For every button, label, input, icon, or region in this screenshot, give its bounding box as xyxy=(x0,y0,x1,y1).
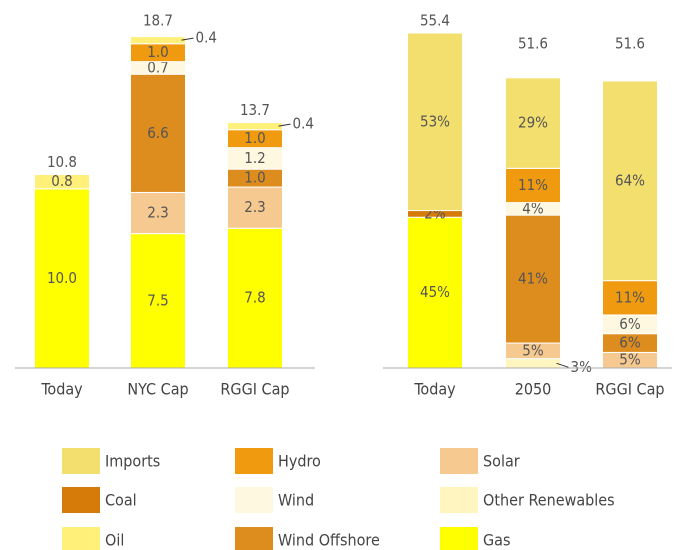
bar-segment xyxy=(602,280,658,316)
bar-segment xyxy=(130,73,186,193)
data-label: 1.0 xyxy=(244,129,265,147)
data-label: 6.6 xyxy=(147,124,168,142)
total-label: 10.8 xyxy=(47,153,77,171)
bar-segment xyxy=(505,214,561,344)
legend-swatch xyxy=(440,487,478,513)
legend-swatch xyxy=(62,487,100,513)
bar-segment xyxy=(34,174,90,190)
bar-segment xyxy=(505,167,561,204)
legend-label: Hydro xyxy=(278,452,321,471)
legend-label: Oil xyxy=(105,531,124,550)
data-label: 0.7 xyxy=(147,58,168,76)
data-label: 1.0 xyxy=(147,43,168,61)
callout-line xyxy=(181,37,194,41)
data-label: 0.4 xyxy=(293,115,314,133)
callout-line xyxy=(556,362,569,368)
legend-swatch xyxy=(62,448,100,474)
legend-label: Other Renewables xyxy=(483,491,615,510)
bar-segment xyxy=(602,80,658,282)
legend-swatch xyxy=(235,527,273,550)
data-label: 7.5 xyxy=(147,291,168,309)
legend-label: Wind Offshore xyxy=(278,531,380,550)
total-label: 18.7 xyxy=(143,12,173,30)
data-label: 45% xyxy=(420,283,450,301)
total-label: 55.4 xyxy=(420,12,450,30)
bar-segment xyxy=(130,36,186,45)
legend-swatch xyxy=(235,448,273,474)
bar-segment xyxy=(227,122,283,131)
legend-label: Coal xyxy=(105,491,137,510)
data-label: 41% xyxy=(518,270,548,288)
callout-line xyxy=(278,123,291,127)
x-tick-label: 2050 xyxy=(515,380,552,399)
data-label: 10.0 xyxy=(47,269,77,287)
data-label: 6% xyxy=(619,334,641,352)
data-label: 3% xyxy=(571,358,593,376)
bar-segment xyxy=(505,77,561,169)
data-label: 11% xyxy=(518,176,548,194)
x-tick-label: Today xyxy=(40,380,83,399)
data-label: 2.3 xyxy=(147,204,168,222)
legend-swatch xyxy=(440,448,478,474)
data-label: 1.2 xyxy=(244,149,265,167)
data-label: 29% xyxy=(518,114,548,132)
total-label: 51.6 xyxy=(518,34,548,52)
bar-segment xyxy=(227,186,283,229)
legend-swatch xyxy=(440,527,478,550)
legend-label: Wind xyxy=(278,491,314,510)
data-label: 1.0 xyxy=(244,169,265,187)
data-label: 0.8 xyxy=(51,172,72,190)
total-label: 51.6 xyxy=(615,34,645,52)
data-label: 11% xyxy=(615,288,645,306)
legend-label: Solar xyxy=(483,452,520,471)
data-label: 6% xyxy=(619,315,641,333)
x-tick-label: RGGI Cap xyxy=(220,380,289,399)
bar-segment xyxy=(34,188,90,369)
bar-segment xyxy=(130,191,186,235)
bar-segment xyxy=(407,32,463,212)
data-label: 4% xyxy=(522,199,544,217)
legend-swatch xyxy=(62,527,100,550)
data-label: 5% xyxy=(619,351,641,369)
data-label: 53% xyxy=(420,112,450,130)
data-label: 2.3 xyxy=(244,198,265,216)
data-label: 0.4 xyxy=(196,29,217,47)
data-label: 7.8 xyxy=(244,289,265,307)
legend-label: Gas xyxy=(483,531,510,550)
data-label: 64% xyxy=(615,171,645,189)
x-tick-label: Today xyxy=(413,380,456,399)
x-tick-label: NYC Cap xyxy=(127,380,188,399)
x-tick-label: RGGI Cap xyxy=(595,380,664,399)
total-label: 13.7 xyxy=(240,101,270,119)
bar-segment xyxy=(227,227,283,369)
legend-swatch xyxy=(235,487,273,513)
legend-label: Imports xyxy=(105,452,160,471)
bar-segment xyxy=(505,358,561,369)
data-label: 5% xyxy=(522,341,544,359)
bar-segment xyxy=(407,216,463,369)
